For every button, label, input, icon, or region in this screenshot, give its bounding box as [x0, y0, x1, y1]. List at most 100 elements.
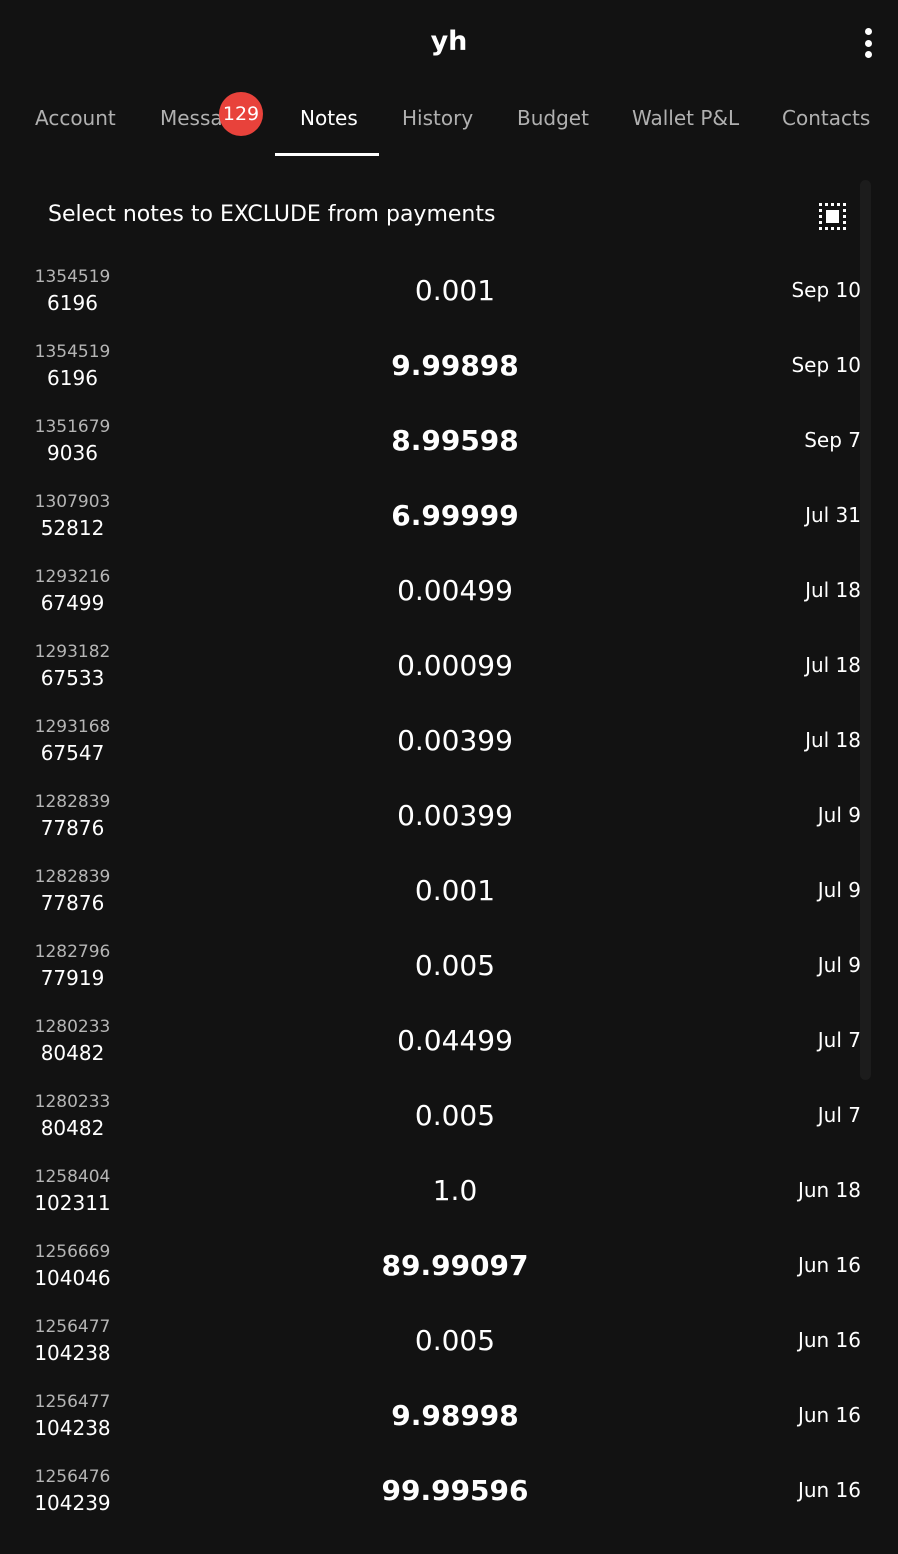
note-block-height: 1256476 [34, 1467, 111, 1487]
note-date: Sep 10 [791, 278, 861, 302]
note-row[interactable]: 1280233 80482 0.005 Jul 7 [0, 1080, 898, 1155]
note-amount: 0.005 [414, 1099, 496, 1132]
note-confirmations: 6196 [47, 291, 98, 315]
menu-dot [864, 39, 872, 47]
note-confirmations: 80482 [40, 1116, 105, 1140]
tab-contacts[interactable]: Contacts [782, 106, 871, 130]
note-date: Jun 16 [797, 1403, 861, 1427]
note-block-height: 1280233 [34, 1092, 111, 1112]
note-amount: 0.005 [414, 949, 496, 982]
note-date: Jul 18 [805, 728, 861, 752]
note-amount: 1.0 [432, 1174, 478, 1207]
note-amount: 99.99596 [381, 1474, 529, 1507]
note-block-height: 1307903 [34, 492, 111, 512]
note-row[interactable]: 1351679 9036 8.99598 Sep 7 [0, 405, 898, 480]
note-row[interactable]: 1282839 77876 0.001 Jul 9 [0, 855, 898, 930]
note-date: Sep 7 [804, 428, 861, 452]
note-row[interactable]: 1354519 6196 0.001 Sep 10 [0, 255, 898, 330]
note-row[interactable]: 1307903 52812 6.99999 Jul 31 [0, 480, 898, 555]
tab-budget[interactable]: Budget [517, 106, 589, 130]
note-block-height: 1293168 [34, 717, 111, 737]
note-row[interactable]: 1256477 104238 0.005 Jun 16 [0, 1305, 898, 1380]
note-date: Jul 9 [817, 803, 861, 827]
note-block-height: 1256669 [34, 1242, 111, 1262]
note-row[interactable]: 1293182 67533 0.00099 Jul 18 [0, 630, 898, 705]
note-confirmations: 77876 [40, 816, 105, 840]
note-block-height: 1293216 [34, 567, 111, 587]
note-confirmations: 67533 [40, 666, 105, 690]
note-amount: 9.99898 [391, 349, 519, 382]
tab-messages-label: Messages [160, 106, 224, 130]
note-amount: 6.99999 [391, 499, 519, 532]
note-row[interactable]: 1256669 104046 89.99097 Jun 16 [0, 1230, 898, 1305]
note-confirmations: 67499 [40, 591, 105, 615]
note-amount: 0.005 [414, 1324, 496, 1357]
tab-messages[interactable]: Messages [160, 106, 224, 130]
note-confirmations: 52812 [40, 516, 105, 540]
note-confirmations: 104238 [34, 1341, 111, 1365]
note-date: Jun 16 [797, 1328, 861, 1352]
note-block-height: 1256477 [34, 1392, 111, 1412]
note-block-height: 1354519 [34, 267, 111, 287]
note-block-height: 1282796 [34, 942, 111, 962]
note-amount: 9.98998 [391, 1399, 519, 1432]
note-date: Jul 18 [805, 653, 861, 677]
menu-dot [864, 51, 872, 58]
note-block-height: 1351679 [34, 417, 111, 437]
note-row[interactable]: 1282839 77876 0.00399 Jul 9 [0, 780, 898, 855]
note-confirmations: 67547 [40, 741, 105, 765]
note-confirmations: 104046 [34, 1266, 111, 1290]
note-amount: 0.00399 [397, 799, 513, 832]
note-row[interactable]: 1256477 104238 9.98998 Jun 16 [0, 1380, 898, 1455]
note-confirmations: 104238 [34, 1416, 111, 1440]
scrollbar[interactable] [860, 180, 871, 1080]
menu-dot [864, 28, 872, 35]
note-amount: 0.001 [414, 274, 496, 307]
note-confirmations: 80482 [40, 1041, 105, 1065]
note-confirmations: 77919 [40, 966, 105, 990]
note-row[interactable]: 1282796 77919 0.005 Jul 9 [0, 930, 898, 1005]
select-all-icon[interactable] [816, 200, 848, 232]
note-row[interactable]: 1280233 80482 0.04499 Jul 7 [0, 1005, 898, 1080]
note-date: Jul 7 [817, 1028, 861, 1052]
note-row[interactable]: 1258404 102311 1.0 Jun 18 [0, 1155, 898, 1230]
note-block-height: 1256477 [34, 1317, 111, 1337]
note-amount: 8.99598 [391, 424, 519, 457]
more-vertical-icon[interactable] [858, 28, 878, 58]
note-block-height: 1282839 [34, 792, 111, 812]
note-row[interactable]: 1293168 67547 0.00399 Jul 18 [0, 705, 898, 780]
note-confirmations: 102311 [34, 1191, 111, 1215]
tab-history[interactable]: History [402, 106, 474, 130]
tab-notes[interactable]: Notes [300, 106, 358, 130]
note-date: Jul 9 [817, 953, 861, 977]
notes-section-header: Select notes to EXCLUDE from payments [48, 202, 496, 227]
tab-wallet-pnl[interactable]: Wallet P&L [632, 106, 740, 130]
note-row[interactable]: 1256476 104239 99.99596 Jun 16 [0, 1455, 898, 1530]
note-date: Jul 31 [805, 503, 861, 527]
note-date: Jul 7 [817, 1103, 861, 1127]
note-row[interactable]: 1354519 6196 9.99898 Sep 10 [0, 330, 898, 405]
page-title: yh [430, 26, 468, 57]
note-date: Jul 18 [805, 578, 861, 602]
note-amount: 0.00099 [397, 649, 513, 682]
note-block-height: 1293182 [34, 642, 111, 662]
active-tab-indicator [275, 153, 379, 156]
notes-list: 1354519 6196 0.001 Sep 10 1354519 6196 9.99898… [0, 255, 898, 1530]
note-amount: 89.99097 [381, 1249, 529, 1282]
app-bar: yh [0, 0, 898, 90]
note-block-height: 1354519 [34, 342, 111, 362]
note-confirmations: 104239 [34, 1491, 111, 1515]
note-block-height: 1282839 [34, 867, 111, 887]
note-date: Jun 16 [797, 1478, 861, 1502]
note-row[interactable]: 1293216 67499 0.00499 Jul 18 [0, 555, 898, 630]
note-confirmations: 77876 [40, 891, 105, 915]
messages-count-badge: 129 [219, 92, 263, 136]
note-block-height: 1258404 [34, 1167, 111, 1187]
note-block-height: 1280233 [34, 1017, 111, 1037]
note-confirmations: 9036 [47, 441, 98, 465]
note-date: Jun 16 [797, 1253, 861, 1277]
note-amount: 0.04499 [397, 1024, 513, 1057]
note-date: Sep 10 [791, 353, 861, 377]
tab-account[interactable]: Account [35, 106, 116, 130]
note-date: Jun 18 [797, 1178, 861, 1202]
